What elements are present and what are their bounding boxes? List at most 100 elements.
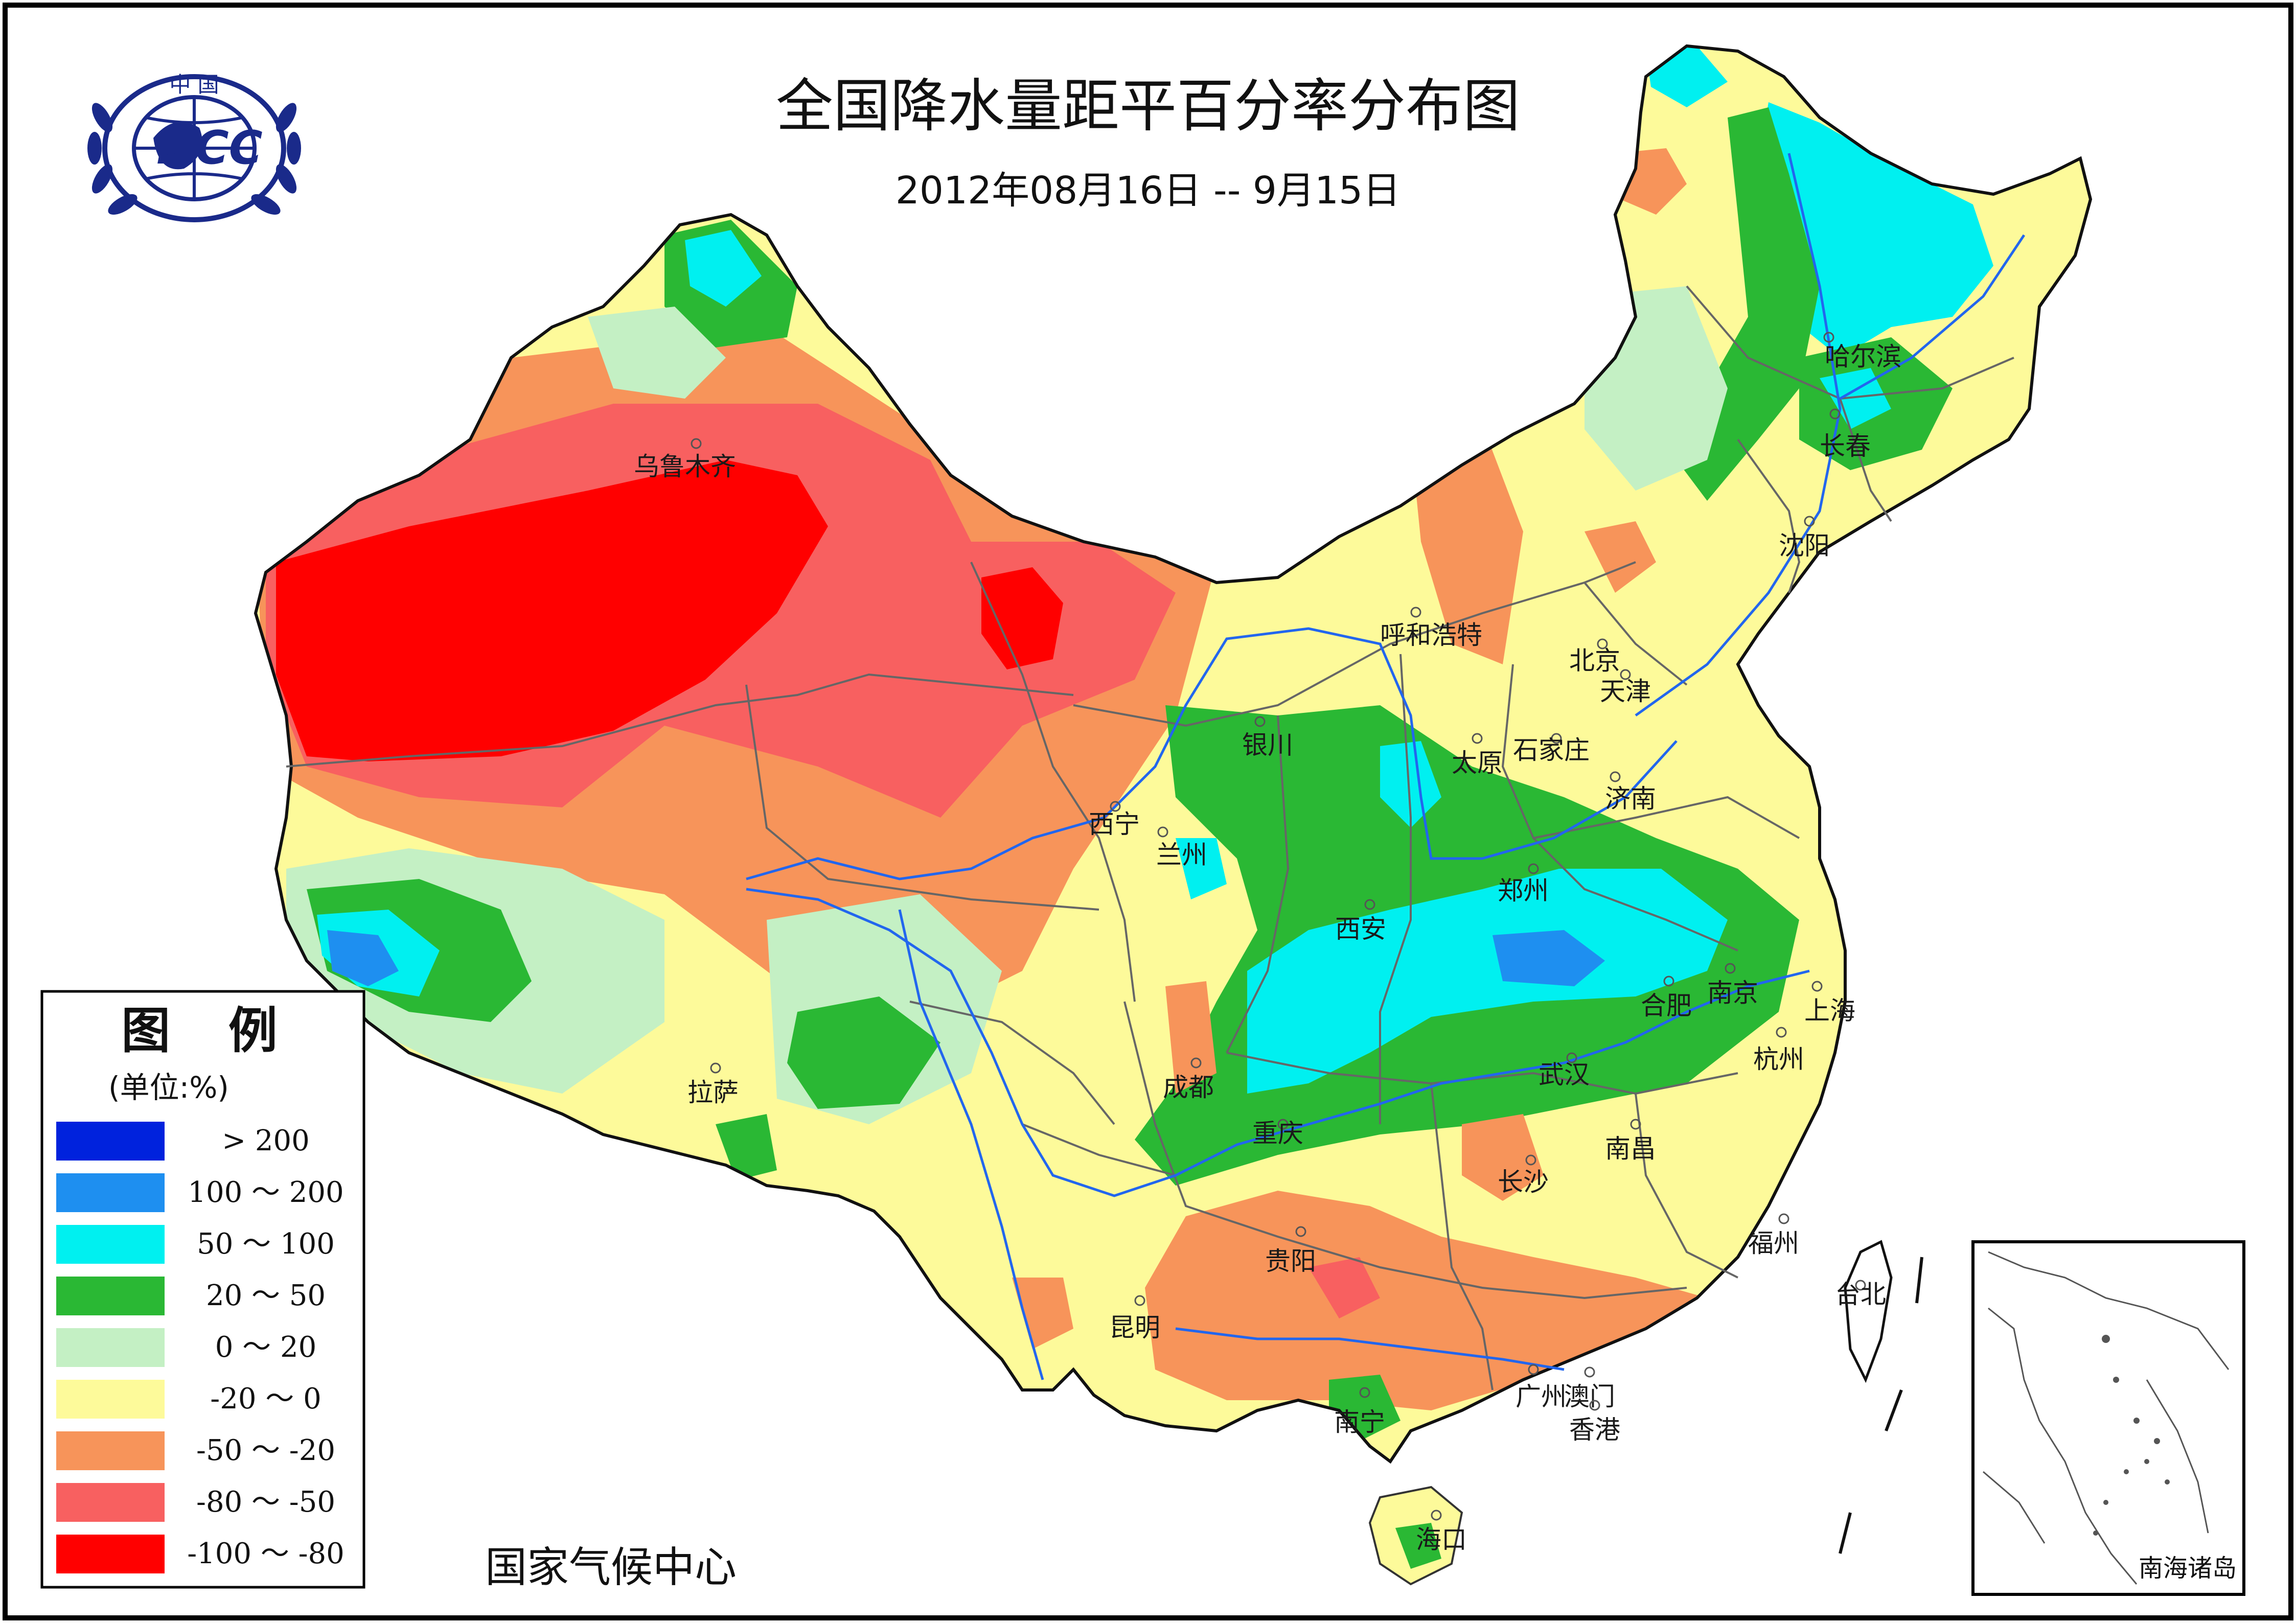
region-minus100-80-hexi (981, 567, 1063, 669)
svg-text:重庆: 重庆 (1252, 1119, 1303, 1148)
svg-text:郑州: 郑州 (1498, 876, 1549, 906)
legend-swatch (56, 1328, 165, 1367)
city-label: 海口 (1416, 1510, 1467, 1555)
city-label: 乌鲁木齐 (634, 438, 736, 481)
svg-text:澳门: 澳门 (1564, 1382, 1615, 1411)
legend-row: -20 ～ 0 (56, 1380, 322, 1419)
map-subtitle: 2012年08月16日 -- 9月15日 (896, 169, 1400, 213)
city-label: 成都 (1163, 1057, 1214, 1102)
legend-swatch (56, 1483, 165, 1522)
legend-row: -80 ～ -50 (56, 1483, 335, 1522)
ncc-logo: 中 国 NCC (87, 72, 301, 222)
inset-label: 南海诸岛 (2139, 1554, 2237, 1583)
city-label: 济南 (1605, 771, 1656, 814)
logo-top-text: 中 国 (169, 72, 219, 97)
region-minus50-20-south (1145, 1191, 1707, 1410)
svg-text:上海: 上海 (1804, 996, 1855, 1026)
city-label: 北京 (1569, 638, 1620, 676)
city-label: 昆明 (1109, 1295, 1160, 1342)
legend-label: 100 ～ 200 (188, 1176, 343, 1209)
inset-frame (1971, 1240, 2245, 1596)
legend-label: -50 ～ -20 (196, 1434, 335, 1467)
svg-text:南宁: 南宁 (1334, 1407, 1385, 1437)
jinsha-river (898, 909, 1044, 1380)
svg-text:福州: 福州 (1748, 1228, 1799, 1258)
legend-label: 0 ～ 20 (215, 1331, 317, 1364)
svg-text:兰州: 兰州 (1156, 840, 1207, 870)
city-label: 石家庄 (1513, 733, 1590, 765)
svg-text:昆明: 昆明 (1109, 1313, 1160, 1342)
city-label: 南京 (1707, 963, 1758, 1008)
svg-text:贵阳: 贵阳 (1265, 1246, 1316, 1276)
svg-text:长春: 长春 (1820, 431, 1871, 461)
footer-agency: 国家气候中心 (485, 1543, 737, 1592)
legend-label: 20 ～ 50 (206, 1279, 326, 1312)
region-minus100-80-west (276, 460, 828, 761)
city-label: 太原 (1452, 733, 1503, 778)
svg-text:成都: 成都 (1163, 1073, 1214, 1102)
city-label: 合肥 (1641, 976, 1692, 1021)
city-label: 重庆 (1252, 1119, 1303, 1148)
svg-text:南昌: 南昌 (1605, 1134, 1656, 1164)
legend-row: 50 ～ 100 (56, 1225, 335, 1264)
legend-row: 100 ～ 200 (56, 1173, 344, 1212)
province-boundaries (286, 285, 2014, 1390)
city-label: 银川 (1242, 716, 1293, 760)
city-label: 台北 (1835, 1280, 1886, 1309)
legend-swatch (56, 1277, 165, 1315)
legend-label: -80 ～ -50 (196, 1486, 335, 1519)
pearl-river (1175, 1327, 1565, 1371)
city-label: 武汉 (1539, 1052, 1590, 1089)
svg-text:西宁: 西宁 (1089, 809, 1140, 839)
city-label: 兰州 (1156, 826, 1207, 870)
city-label: 郑州 (1498, 863, 1549, 906)
legend-label: > 200 (222, 1124, 310, 1157)
legend: 图 例 (单位:%) > 200 100 ～ 200 50 ～ 100 20 ～ 50… (40, 990, 365, 1589)
city-label: 香港 (1569, 1400, 1620, 1445)
legend-title: 图 例 (121, 1002, 297, 1059)
legend-row: 0 ～ 20 (56, 1328, 316, 1367)
svg-text:台北: 台北 (1835, 1280, 1886, 1309)
city-label: 长春 (1820, 408, 1871, 461)
legend-label: 50 ～ 100 (197, 1227, 335, 1261)
city-label: 沈阳 (1779, 516, 1830, 561)
city-label: 杭州 (1753, 1027, 1804, 1074)
svg-text:哈尔滨: 哈尔滨 (1825, 342, 1901, 372)
legend-swatch (56, 1122, 165, 1161)
city-label: 拉萨 (687, 1062, 739, 1107)
legend-row: -100 ～ -80 (56, 1535, 345, 1573)
taiwan-island (1844, 1240, 1893, 1383)
south-china-sea-inset: 南海诸岛 (1971, 1240, 2245, 1596)
city-label: 呼和浩特 (1380, 607, 1482, 650)
svg-text:香港: 香港 (1569, 1415, 1620, 1445)
svg-text:乌鲁木齐: 乌鲁木齐 (634, 452, 736, 481)
legend-swatch (56, 1535, 165, 1573)
legend-label: -100 ～ -80 (187, 1537, 345, 1570)
legend-swatch (56, 1173, 165, 1212)
svg-text:太原: 太原 (1452, 748, 1503, 778)
svg-text:西安: 西安 (1335, 914, 1386, 944)
svg-text:杭州: 杭州 (1753, 1045, 1804, 1074)
svg-text:广州: 广州 (1516, 1382, 1567, 1411)
rivers (746, 153, 2026, 1380)
svg-text:天津: 天津 (1600, 677, 1651, 706)
legend-unit: (单位:%) (108, 1070, 229, 1105)
city-label: 广州 (1516, 1364, 1567, 1411)
legend-swatch (56, 1225, 165, 1264)
wmo-laurel-globe-logo (87, 74, 301, 222)
city-label: 南昌 (1605, 1119, 1656, 1164)
svg-text:海口: 海口 (1416, 1525, 1467, 1555)
legend-row: > 200 (56, 1122, 310, 1161)
svg-text:济南: 济南 (1605, 784, 1656, 814)
city-label: 贵阳 (1265, 1226, 1316, 1276)
svg-text:拉萨: 拉萨 (687, 1078, 739, 1107)
region-100-200-henan (1493, 930, 1605, 986)
city-label: 西宁 (1089, 801, 1140, 839)
svg-text:呼和浩特: 呼和浩特 (1380, 620, 1482, 650)
svg-text:银川: 银川 (1242, 730, 1293, 760)
svg-text:武汉: 武汉 (1539, 1060, 1590, 1089)
city-label: 上海 (1804, 981, 1855, 1026)
sea-boundary-segments (1839, 1257, 1923, 1554)
city-label: 天津 (1600, 669, 1651, 706)
